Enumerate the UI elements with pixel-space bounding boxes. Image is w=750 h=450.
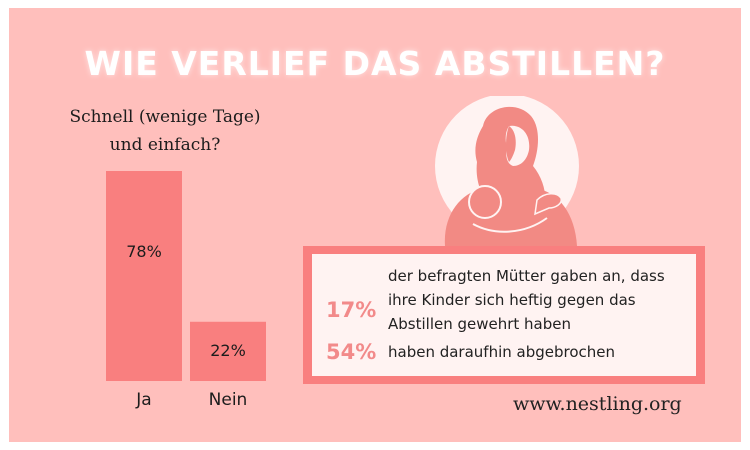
- page-title: WIE VERLIEF DAS ABSTILLEN?: [84, 44, 666, 83]
- stat-text-line: Abstillen gewehrt haben: [388, 315, 572, 333]
- stats-box-inner: 17% der befragten Mütter gaben an, dass …: [312, 254, 696, 376]
- chart-question: Schnell (wenige Tage) und einfach?: [40, 103, 290, 159]
- stat-percent: 54%: [326, 340, 377, 364]
- question-line-2: und einfach?: [109, 135, 221, 155]
- stats-box: 17% der befragten Mütter gaben an, dass …: [303, 246, 705, 384]
- stat-text-line: ihre Kinder sich heftig gegen das: [388, 291, 636, 309]
- stat-text: haben daraufhin abgebrochen: [388, 340, 688, 364]
- crying-mother-with-child-icon: [435, 96, 579, 246]
- bar-ja: [106, 171, 182, 381]
- website-url: www.nestling.org: [513, 393, 682, 415]
- stat-text-line: der befragten Mütter gaben an, dass: [388, 267, 665, 285]
- bar-value-label: 78%: [126, 242, 162, 261]
- stat-percent: 17%: [326, 298, 377, 322]
- bar-nein: [190, 321, 266, 381]
- category-label: Nein: [209, 390, 248, 410]
- category-label: Ja: [135, 390, 151, 410]
- question-line-1: Schnell (wenige Tage): [69, 107, 261, 127]
- bar-value-label: 22%: [210, 341, 246, 360]
- stat-text-line: haben daraufhin abgebrochen: [388, 343, 616, 361]
- stat-text: der befragten Mütter gaben an, dass ihre…: [388, 264, 688, 336]
